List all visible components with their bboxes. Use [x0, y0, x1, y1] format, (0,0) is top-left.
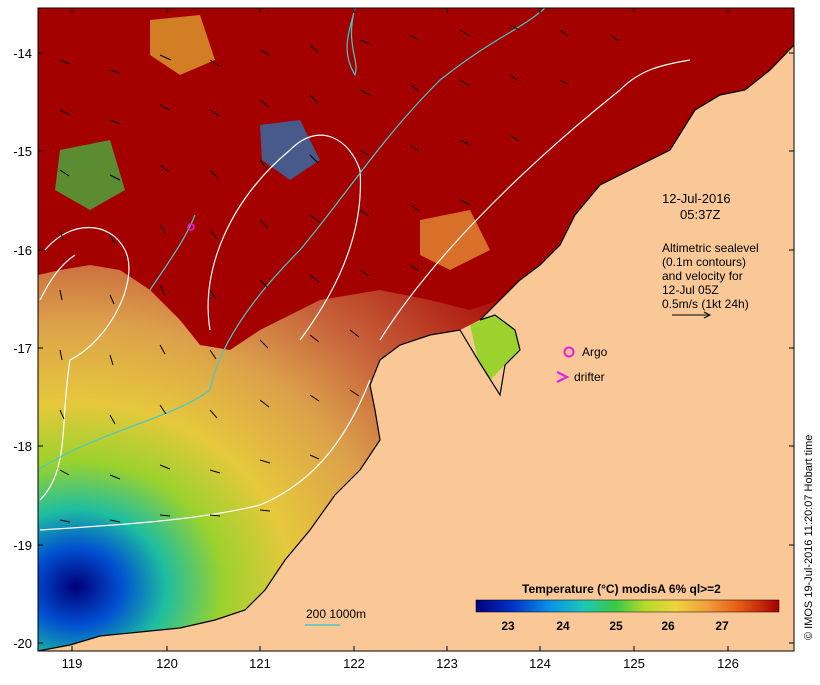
lat-tick-label: -19: [13, 538, 32, 553]
lat-tick-label: -16: [13, 243, 32, 258]
lat-tick-label: -17: [13, 341, 32, 356]
info-line: 0.5m/s (1kt 24h): [662, 297, 749, 311]
speckle-1: [55, 140, 125, 210]
legend-tick-label: 27: [715, 619, 729, 633]
info-line: (0.1m contours): [662, 255, 746, 269]
info-line: Altimetric sealevel: [662, 241, 759, 255]
gulf-patch: [470, 315, 520, 380]
coastline: [38, 44, 794, 651]
lon-tick-label: 124: [529, 656, 551, 671]
speckle-4: [420, 210, 490, 270]
lon-tick-label: 123: [436, 656, 458, 671]
speckle-2: [150, 15, 215, 75]
timestamp-time: 05:37Z: [680, 207, 721, 222]
velocity-scale-arrow: [672, 311, 712, 319]
warm-water: [38, 8, 794, 350]
lat-tick-label: -20: [13, 636, 32, 651]
lon-tick-label: 119: [62, 656, 83, 671]
legend-tick-label: 26: [661, 619, 675, 633]
sealevel-contours: [39, 59, 691, 531]
info-line: and velocity for: [662, 269, 743, 283]
velocity-vectors: [59, 24, 620, 523]
depth-contour-label: 200 1000m: [306, 607, 366, 621]
argo-marker-2: [187, 223, 195, 231]
credit-text: © IMOS 19-Jul-2016 11:20:07 Hobart time: [803, 435, 815, 640]
argo-label: Argo: [582, 345, 608, 359]
lat-tick-label: -15: [13, 144, 32, 159]
drifter-label: drifter: [574, 370, 605, 384]
lon-tick-label: 126: [717, 656, 739, 671]
lon-tick-label: 122: [343, 656, 365, 671]
lon-tick-label: 120: [156, 656, 178, 671]
lat-ticks: [38, 52, 794, 644]
lon-tick-label: 121: [249, 656, 271, 671]
isobaths: [38, 8, 546, 471]
legend-title: Temperature (°C) modisA 6% ql>=2: [522, 582, 721, 596]
timestamp-date: 12-Jul-2016: [662, 191, 731, 206]
plot-frame: [37, 7, 795, 652]
lon-tick-label: 125: [623, 656, 645, 671]
lat-tick-label: -14: [13, 46, 32, 61]
info-line: 12-Jul 05Z: [662, 283, 719, 297]
lon-ticks: [71, 8, 729, 651]
argo-marker: [563, 346, 575, 358]
drifter-marker: [556, 371, 570, 383]
legend-colorbar: [475, 599, 780, 613]
legend-tick-label: 23: [501, 619, 515, 633]
lat-tick-label: -18: [13, 439, 32, 454]
legend-tick-label: 24: [556, 619, 570, 633]
legend-tick-label: 25: [609, 619, 623, 633]
